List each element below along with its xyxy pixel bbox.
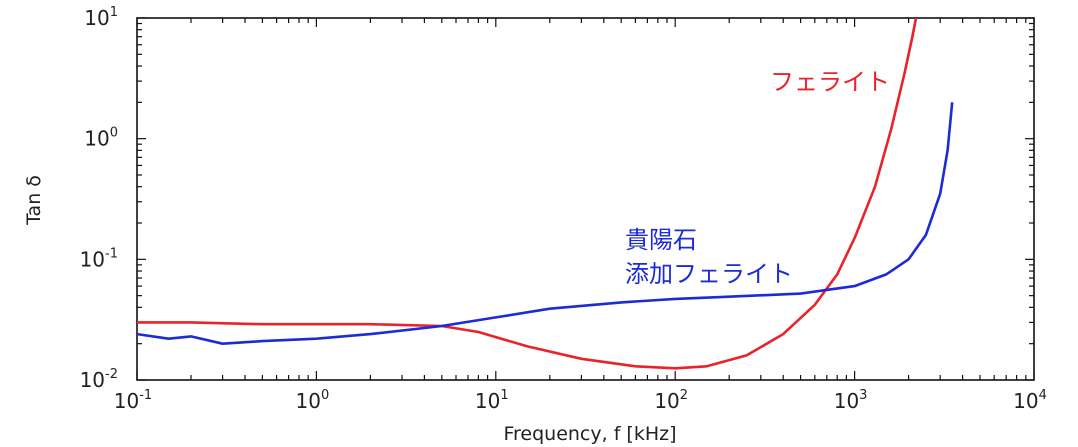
y-tick-label: 10-1 [80,246,118,271]
x-tick-label: 101 [475,388,509,413]
x-tick-label: 104 [1013,388,1047,413]
y-tick-label: 10-2 [80,367,118,392]
annotation-ferrite: フェライト [770,68,890,96]
x-tick-labels: 10-1 100 101 102 103 104 [114,388,1047,413]
y-tick-label: 101 [84,5,118,30]
x-tick-label: 100 [296,388,330,413]
series-lines [137,18,954,370]
x-axis-label: Frequency, f [kHz] [503,423,676,445]
series-doped-ferrite-line [137,102,954,346]
annotation-doped-ferrite: 添加フェライト [625,260,793,288]
y-tick-labels: 10-2 10-1 100 101 [80,5,118,392]
x-tick-label: 103 [834,388,868,413]
series-ferrite-line [137,18,918,370]
y-axis-label: Tan δ [23,175,45,226]
y-tick-label: 100 [84,126,118,151]
axis-ticks [136,17,1035,381]
plot-frame [136,17,1035,381]
x-tick-label: 102 [654,388,688,413]
x-tick-label: 10-1 [114,388,152,413]
annotation-kiyoseki: 貴陽石 [625,226,697,254]
